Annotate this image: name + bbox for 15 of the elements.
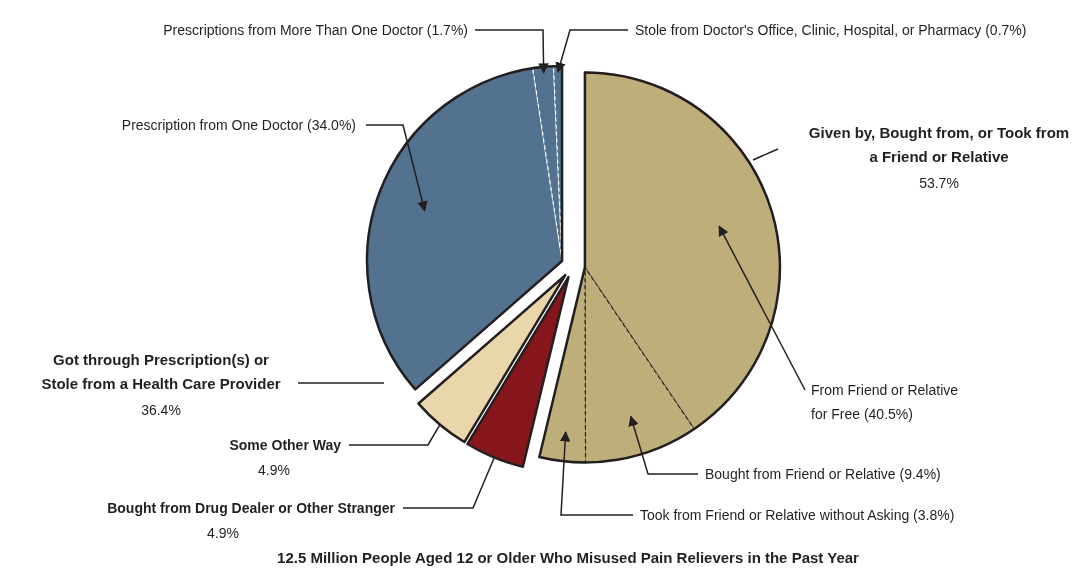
text: 53.7%	[919, 175, 959, 191]
text: Got through Prescription(s) or Stole from a Health Care Provider	[41, 351, 281, 392]
slice-label: Stole from Doctor's Office, Clinic, Hospital, or Pharmacy (0.7%)	[635, 22, 1027, 38]
slice-label: Prescription from One Doctor (34.0%)	[121, 117, 356, 133]
text: Given by, Bought from, or Took from a Friend or Relative	[808, 124, 1070, 165]
text: 12.5 Million People Aged 12 or Older Who Misused Pain Relievers in the Past Year	[277, 549, 860, 566]
slice-label: Bought from Friend or Relative (9.4%)	[705, 466, 941, 482]
data-label: 4.9%	[258, 462, 290, 478]
slice-label: Some Other Way	[229, 437, 342, 453]
slice-label: Took from Friend or Relative without Asking (3.8%)	[640, 507, 955, 523]
slice-label: Prescriptions from More Than One Doctor (1.7%)	[163, 22, 468, 38]
data-label: 4.9%	[207, 525, 239, 541]
slice-label: Bought from Drug Dealer or Other Stranger	[107, 500, 396, 516]
text: 36.4%	[141, 402, 181, 418]
slice-label: From Friend or Relative for Free (40.5%)	[811, 382, 959, 422]
